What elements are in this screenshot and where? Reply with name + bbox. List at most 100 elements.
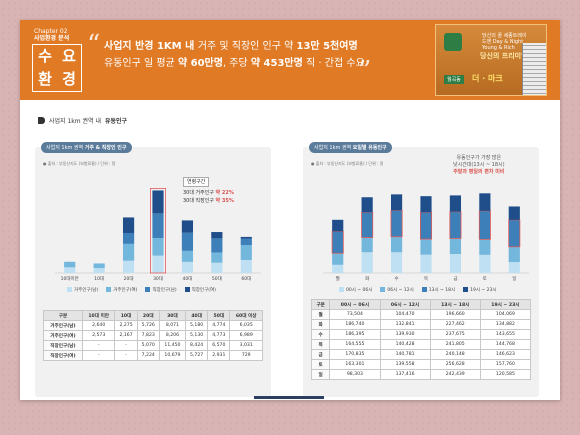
table-cell: 11,450: [158, 340, 187, 351]
table-row: 화 186,740 132,841 227,462 134,882: [310, 319, 532, 330]
table-cell: 143,655: [479, 329, 532, 340]
table-cell: 170,835: [329, 349, 381, 360]
legend-item: 00시 ~ 06시: [339, 287, 372, 293]
data-table: 구분 00시 ~ 06시 06시 ~ 12시 13시 ~ 18시 19시 ~ 23시 월 7…: [310, 299, 532, 380]
table-row: 토 163,301 139,558 256,628 157,760: [310, 359, 532, 370]
x-tick-label: 30대: [153, 275, 163, 282]
table-row: 목 164,555 140,428 241,805 144,768: [310, 339, 532, 350]
table-cell: 3,031: [229, 340, 263, 351]
table-cell: 2,573: [81, 330, 116, 341]
table-row: 수 186,395 139,930 237,675 143,655: [310, 329, 532, 340]
table-header: 13시 ~ 18시: [429, 299, 481, 310]
table-header: 19시 ~ 23시: [479, 299, 532, 310]
table-cell: 5,070: [136, 340, 160, 351]
table-cell: -: [81, 340, 116, 351]
legend-item: 06시 ~ 12시: [380, 287, 414, 293]
table-cell: 98,303: [329, 369, 381, 380]
x-tick-label: 금: [453, 276, 457, 282]
table-cell: 104,069: [479, 309, 532, 320]
table-cell: 4,773: [207, 330, 231, 341]
table-cell: 242,439: [429, 369, 481, 380]
panel-weekday-floating: 사업지 1km 권역 요일별 유동인구 ● 출처 : 부동산지도 (보험료율) …: [303, 142, 539, 397]
panel-tab: 사업지 1km 권역 요일별 유동인구: [309, 142, 392, 153]
bar-segment: [93, 263, 105, 269]
bar-segment: [64, 261, 76, 268]
bar-segment: [420, 239, 432, 255]
bar-segment: [181, 250, 194, 262]
table-cell: 256,628: [429, 359, 481, 370]
table-cell: 월: [310, 309, 331, 320]
x-tick-label: 토: [483, 276, 487, 282]
building-illustration: [522, 43, 546, 95]
table-header: 06시 ~ 12시: [379, 299, 431, 310]
table-header: 10대 미만: [81, 310, 116, 321]
bar-segment: [332, 219, 344, 232]
bar-segment: [181, 261, 194, 273]
chart-legend: 00시 ~ 06시 06시 ~ 12시 13시 ~ 18시 19시 ~ 23시: [339, 287, 497, 293]
table-cell: 144,768: [479, 339, 532, 350]
bar-segment: [211, 252, 223, 263]
table-cell: 163,301: [329, 359, 381, 370]
x-tick-label: 수: [395, 276, 399, 282]
logo-icon: [444, 33, 462, 51]
bar-segment: [361, 211, 374, 238]
table-header: 구분: [310, 299, 331, 310]
table-row: 월 73,504 104,470 196,660 104,069: [310, 309, 532, 320]
table-cell: 139,558: [379, 359, 431, 370]
table-cell: -: [81, 350, 116, 361]
table-header-row: 구분 10대 미만 10대 20대 30대 40대 50대 60대 이상: [43, 310, 263, 321]
bar-segment: [152, 190, 164, 214]
table-cell: 134,882: [479, 319, 532, 330]
bar-segment: [122, 243, 135, 261]
table-cell: 일: [310, 369, 331, 380]
bar-segment: [390, 252, 403, 273]
table-cell: 157,760: [479, 359, 532, 370]
bar-segment: [361, 252, 373, 273]
table-cell: 8,071: [158, 320, 187, 331]
table-cell: 2,931: [207, 350, 231, 361]
table-cell: 140,428: [379, 339, 431, 350]
table-cell: 8,206: [158, 330, 187, 341]
bar-segment: [420, 196, 432, 213]
x-tick-label: 60대: [241, 275, 251, 282]
headline: 사업지 반경 1KM 내 거주 및 직장인 인구 약 13만 5천여명 유동인구…: [104, 41, 365, 69]
bar-segment: [508, 246, 520, 263]
x-tick-label: 화: [365, 276, 369, 282]
table-cell: 132,841: [379, 319, 431, 330]
table-cell: 2,640: [81, 320, 116, 331]
table-row: 거주인구(여) 2,573 2,167 7,823 8,206 5,130 4,773 6,9…: [43, 330, 263, 341]
table-cell: 196,660: [429, 309, 481, 320]
source-note: ● 출처 : 부동산지도 (보험료율) / 단위 : 명: [311, 161, 384, 166]
table-cell: 수: [310, 329, 331, 340]
table-cell: 목: [310, 339, 331, 350]
x-tick-label: 50대: [212, 275, 222, 282]
table-cell: -: [114, 350, 138, 361]
bar-segment: [449, 238, 462, 255]
x-tick-label: 40대: [182, 275, 192, 282]
legend-item: 직장인구(여): [184, 287, 216, 293]
highlight-box: [150, 188, 166, 274]
bar-segment: [331, 230, 344, 254]
legend-item: 거주인구(여): [106, 287, 137, 293]
chapter-label: Chapter 02 사업환경 분석: [34, 28, 70, 42]
age-callout: 연령구간 30대 거주인구 약 22% 30대 직장인구 약 35%: [183, 177, 234, 204]
bar-segment: [478, 210, 491, 240]
source-note: ● 출처 : 부동산지도 (보험료율) / 단위 : 명: [43, 161, 116, 166]
bar-segment: [122, 217, 135, 233]
table-header: 20대: [136, 310, 160, 321]
legend-item: 직장인구(남): [145, 287, 177, 293]
bar-segment: [240, 260, 252, 273]
table-header: 10대: [114, 310, 138, 321]
table-cell: 4,774: [207, 320, 231, 331]
table-cell: 5,726: [136, 320, 160, 331]
table-cell: 104,470: [379, 309, 431, 320]
bar-segment: [361, 237, 373, 253]
table-cell: 240,148: [429, 349, 481, 360]
section-box: 수 요 환 경: [32, 44, 82, 92]
bar-segment: [508, 219, 521, 248]
x-tick-label: 일: [512, 275, 516, 282]
bar-segment: [240, 236, 252, 239]
table-cell: 2,275: [114, 320, 138, 331]
bar-segment: [390, 209, 403, 238]
